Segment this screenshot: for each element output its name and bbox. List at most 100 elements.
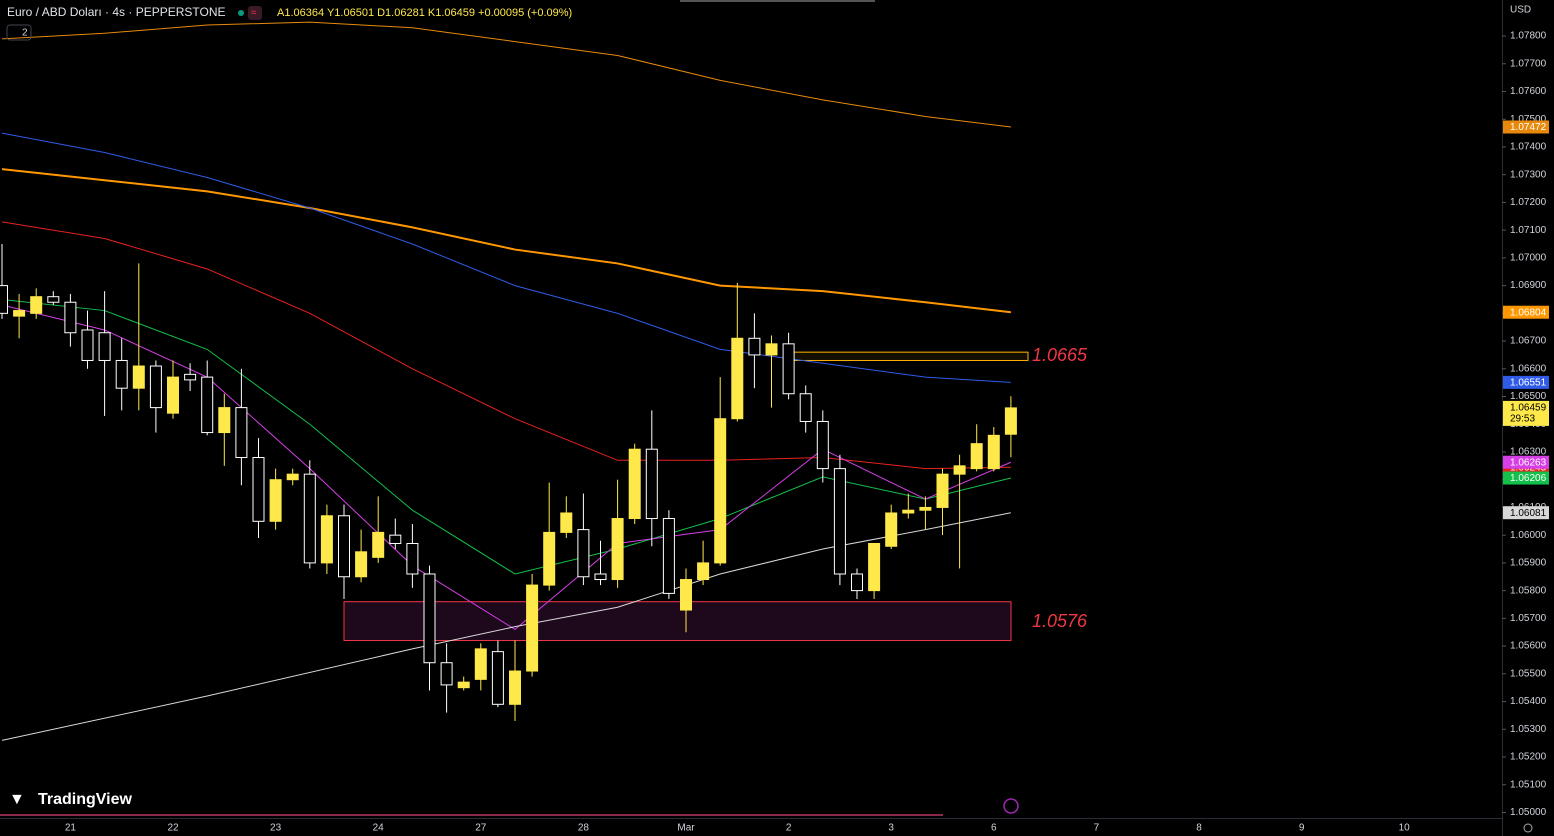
y-tick-label: 1.05100	[1510, 779, 1547, 790]
candle-body	[149, 365, 162, 409]
price-badge-label: 1.06206	[1510, 473, 1547, 484]
x-tick-label: 27	[475, 823, 487, 834]
y-tick-label: 1.07400	[1510, 142, 1547, 153]
y-tick-label: 1.05700	[1510, 613, 1547, 624]
y-tick-label: 1.05200	[1510, 752, 1547, 763]
x-tick-label: 9	[1299, 823, 1305, 834]
candle-body	[132, 365, 145, 389]
y-tick-label: 1.05600	[1510, 641, 1547, 652]
candle-body	[748, 337, 761, 356]
candle-body	[389, 534, 402, 544]
candle-body	[611, 518, 624, 581]
candle-body	[662, 518, 675, 594]
y-tick-label: 1.07300	[1510, 169, 1547, 180]
candle-body	[0, 285, 8, 314]
price-badge	[1503, 120, 1549, 134]
candle-body	[440, 662, 453, 686]
candle-body	[423, 573, 436, 664]
y-tick-label: 1.07000	[1510, 253, 1547, 264]
chart-title: Euro / ABD Doları · 4s · PEPPERSTONE	[7, 5, 226, 19]
candle-body	[115, 359, 128, 389]
price-badge	[1503, 305, 1549, 319]
candle-body	[47, 296, 60, 303]
candle-body	[885, 512, 898, 547]
price-badge-label: 1.06551	[1510, 378, 1547, 389]
settings-icon[interactable]	[1523, 823, 1533, 833]
candle-body	[560, 512, 573, 533]
price-badge	[1503, 471, 1549, 485]
x-tick-label: 10	[1399, 823, 1411, 834]
candle-body	[320, 515, 333, 564]
zone-label: 1.0576	[1032, 611, 1088, 631]
candle-body	[953, 465, 966, 475]
moving-average	[1, 132, 1011, 383]
candle-body	[30, 296, 43, 314]
candle-body	[167, 376, 179, 414]
candle-body	[235, 407, 248, 459]
candle-body	[355, 551, 368, 578]
candle-body	[474, 648, 487, 680]
candle-body	[184, 373, 197, 381]
candle-body	[594, 573, 607, 581]
candle-body	[645, 448, 658, 520]
moving-average	[1, 221, 1011, 470]
indicator-toggle[interactable]	[6, 24, 32, 41]
currency: USD	[1510, 5, 1531, 16]
top-handle	[680, 0, 875, 2]
candle-body	[372, 531, 385, 558]
x-tick-label: 21	[65, 823, 77, 834]
candle-body	[406, 542, 419, 575]
x-tick-label: 7	[1094, 823, 1100, 834]
candle-body	[628, 448, 641, 520]
candle-body	[338, 515, 350, 578]
y-tick-label: 1.06500	[1510, 391, 1547, 402]
y-tick-label: 1.06700	[1510, 336, 1547, 347]
x-tick-label: 3	[888, 823, 894, 834]
x-tick-label: 6	[991, 823, 997, 834]
candle-body	[252, 457, 265, 522]
candle-body	[919, 506, 932, 511]
y-tick-label: 1.07500	[1510, 114, 1547, 125]
candle-body	[201, 376, 214, 434]
candle-body	[731, 337, 744, 420]
y-tick-label: 1.07100	[1510, 225, 1547, 236]
x-tick-label: 22	[167, 823, 179, 834]
candle-body	[98, 332, 111, 361]
price-badge-label: 1.06804	[1510, 307, 1547, 318]
price-badge	[1503, 375, 1549, 389]
y-tick-label: 1.07800	[1510, 31, 1547, 42]
candle-body	[269, 479, 282, 522]
status-icon: ≈	[251, 8, 257, 19]
zone	[343, 601, 1012, 642]
candle-body	[970, 443, 983, 470]
candle-body	[765, 343, 778, 356]
candle-body	[851, 573, 863, 592]
candle-body	[833, 468, 846, 575]
candle-body	[680, 579, 692, 611]
price-badge-label: 1.06081	[1510, 508, 1547, 519]
y-tick-label: 1.07600	[1510, 86, 1547, 97]
price-badge-label: 1.07472	[1510, 122, 1547, 133]
candle-body	[799, 393, 812, 422]
status-box	[248, 6, 262, 20]
moving-average	[1, 298, 1012, 575]
y-tick-label: 1.07200	[1510, 197, 1547, 208]
candle-body	[457, 681, 470, 689]
candle-body	[303, 473, 316, 564]
candle-body	[81, 329, 94, 361]
last-price-badge	[1503, 400, 1549, 426]
candle-body	[1004, 407, 1017, 435]
y-tick-label: 1.05000	[1510, 807, 1547, 818]
x-tick-label: 28	[578, 823, 590, 834]
candle-body	[64, 301, 77, 334]
candle-body	[509, 670, 521, 705]
x-tick-label: 24	[373, 823, 385, 834]
price-badge	[1503, 506, 1549, 520]
y-tick-label: 1.05800	[1510, 585, 1547, 596]
y-tick-label: 1.06900	[1510, 280, 1547, 291]
candle-body	[286, 473, 299, 481]
alert-icon[interactable]	[1003, 798, 1019, 814]
x-tick-label: 23	[270, 823, 282, 834]
